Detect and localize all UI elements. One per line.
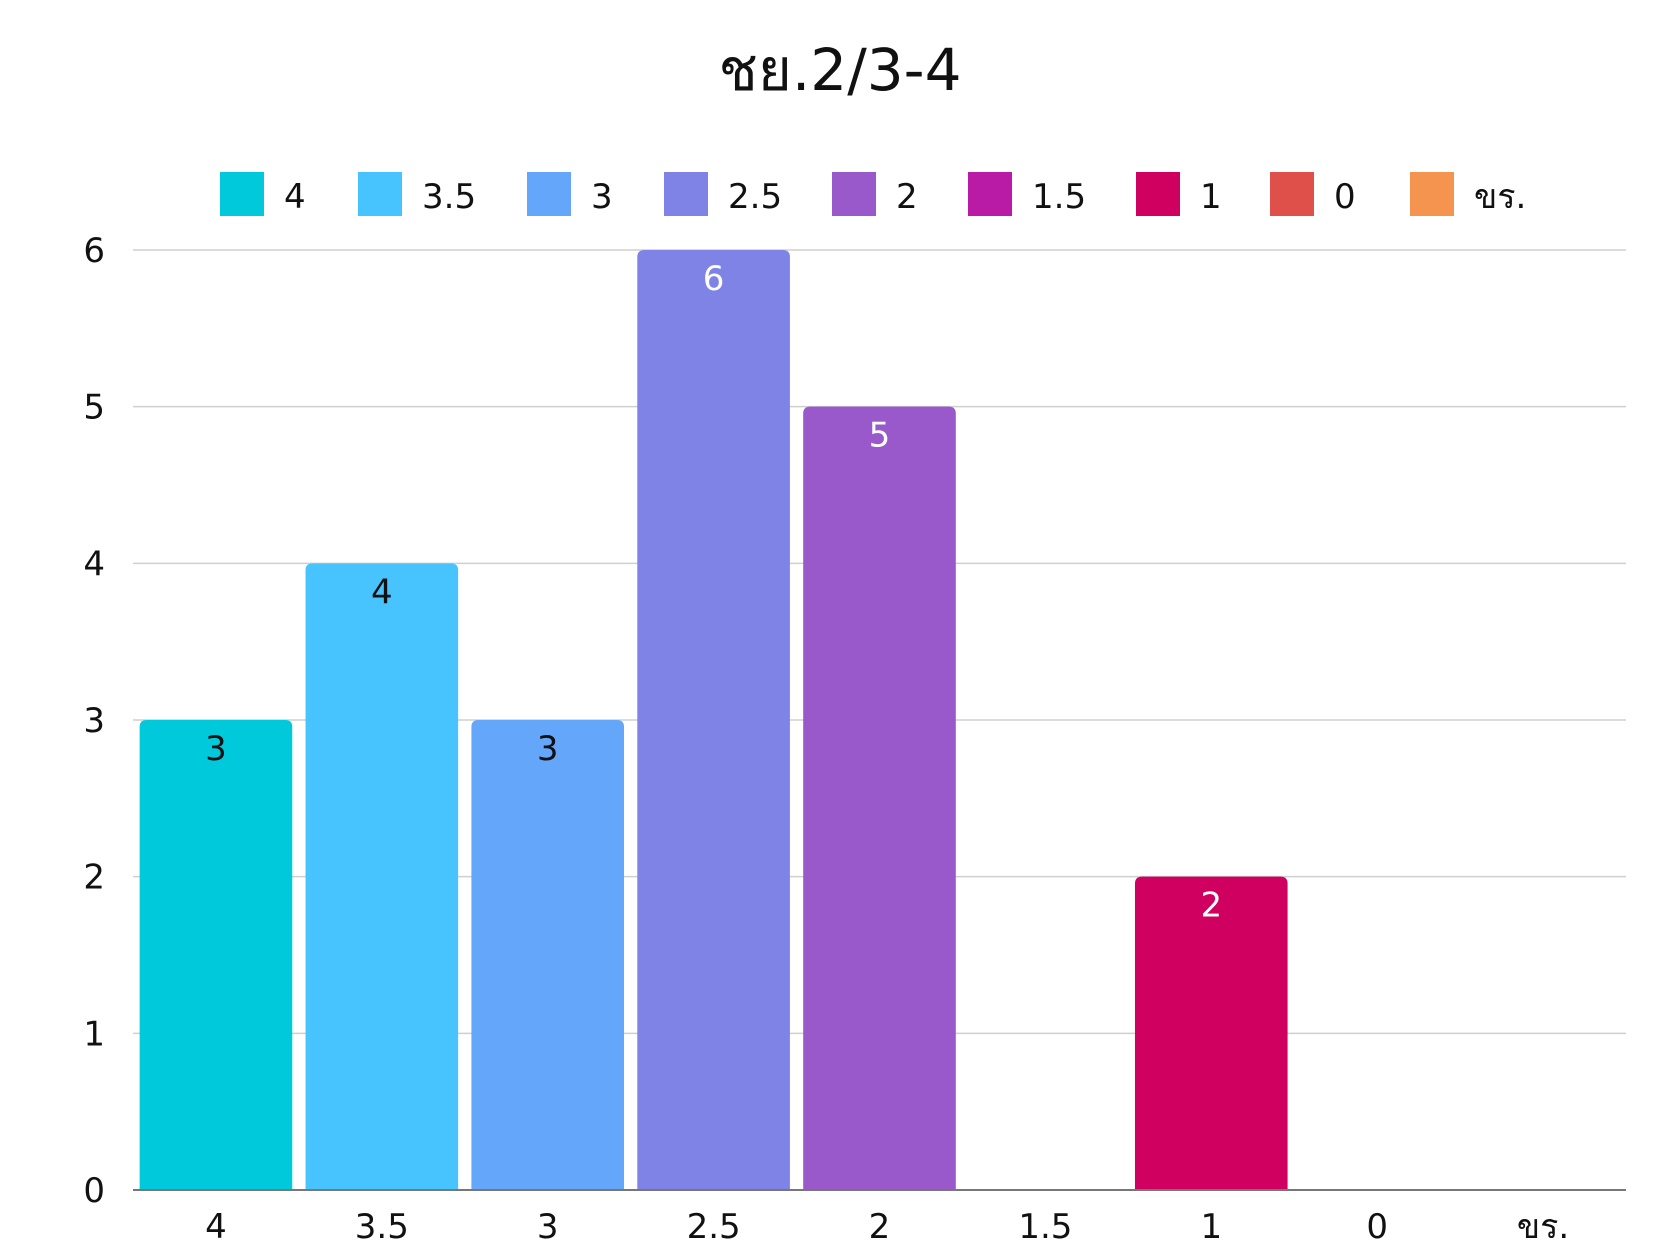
bar-value-label: 3 xyxy=(537,729,559,769)
legend: 4 3.5 3 2.5 2 1.5 1 0 ขร. xyxy=(220,172,1526,217)
bar-value-label: 2 xyxy=(1200,886,1222,926)
legend-label: ขร. xyxy=(1474,177,1526,217)
legend-label: 0 xyxy=(1334,177,1356,217)
legend-label: 2 xyxy=(896,177,918,217)
legend-label: 1.5 xyxy=(1032,177,1086,217)
bar-labels: 3 4 3 6 5 2 xyxy=(205,259,1222,926)
x-tick-label: 2 xyxy=(869,1207,891,1247)
y-tick-label: 6 xyxy=(83,231,105,271)
x-tick-label: 3.5 xyxy=(355,1207,409,1247)
x-tick-label: 1.5 xyxy=(1018,1207,1072,1247)
legend-swatch xyxy=(220,172,264,216)
legend-label: 4 xyxy=(284,177,306,217)
legend-swatch xyxy=(664,172,708,216)
legend-swatch xyxy=(527,172,571,216)
x-tick-label: ขร. xyxy=(1517,1207,1569,1247)
bar-value-label: 4 xyxy=(371,572,393,612)
bar xyxy=(803,406,956,1191)
bar-value-label: 3 xyxy=(205,729,227,769)
legend-swatch xyxy=(968,172,1012,216)
x-tick-label: 1 xyxy=(1200,1207,1222,1247)
bars xyxy=(139,250,1288,1191)
y-tick-label: 5 xyxy=(83,388,105,428)
y-tick-label: 3 xyxy=(83,701,105,741)
x-tick-label: 3 xyxy=(537,1207,559,1247)
bar-value-label: 5 xyxy=(869,416,891,456)
bar xyxy=(637,250,790,1190)
bar xyxy=(305,563,459,1190)
legend-swatch xyxy=(832,172,876,216)
chart-title: ชย.2/3-4 xyxy=(719,36,962,104)
legend-swatch xyxy=(1136,172,1180,216)
y-tick-label: 0 xyxy=(83,1171,105,1211)
legend-label: 2.5 xyxy=(728,177,782,217)
legend-swatch xyxy=(358,172,402,216)
legend-swatch xyxy=(1270,172,1314,216)
legend-label: 1 xyxy=(1200,177,1222,217)
x-tick-label: 2.5 xyxy=(687,1207,741,1247)
legend-label: 3 xyxy=(591,177,613,217)
y-tick-label: 1 xyxy=(83,1014,105,1054)
y-tick-label: 2 xyxy=(83,858,105,898)
legend-swatch xyxy=(1410,172,1454,216)
legend-label: 3.5 xyxy=(422,177,476,217)
bar-value-label: 6 xyxy=(703,259,725,299)
x-axis-ticks: 4 3.5 3 2.5 2 1.5 1 0 ขร. xyxy=(205,1207,1569,1247)
y-axis-ticks: 0 1 2 3 4 5 6 xyxy=(83,231,105,1211)
y-tick-label: 4 xyxy=(83,544,105,584)
bar xyxy=(471,720,625,1190)
x-tick-label: 4 xyxy=(205,1207,227,1247)
bar xyxy=(1134,876,1288,1190)
x-tick-label: 0 xyxy=(1366,1207,1388,1247)
bar xyxy=(139,720,293,1190)
